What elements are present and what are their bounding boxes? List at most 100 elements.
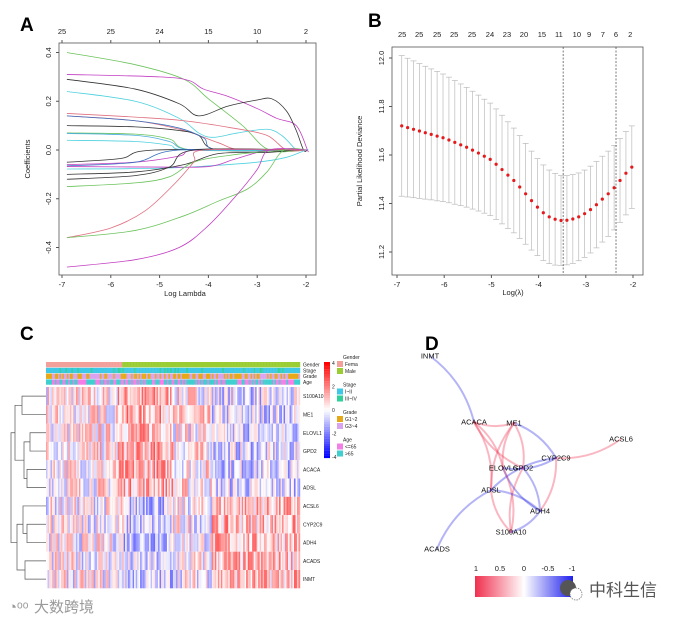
annotation-cell [135, 373, 138, 379]
heatmap-cell [249, 515, 251, 534]
heatmap-cell [261, 478, 263, 497]
heatmap-cell [84, 405, 87, 424]
heatmap-cell [83, 533, 86, 552]
heatmap-cell [187, 460, 190, 479]
heatmap-cell [219, 533, 222, 552]
annotation-cell [170, 379, 172, 385]
gene-node[interactable]: ELOVL6 [489, 464, 517, 473]
annotation-cell [105, 379, 108, 385]
heatmap-cell [262, 496, 265, 516]
heatmap-cell [217, 460, 220, 479]
annotation-cell [86, 373, 89, 379]
gene-node[interactable]: ACACA [461, 418, 487, 427]
annotation-cell [277, 362, 280, 368]
heatmap-cell [96, 478, 99, 497]
heatmap-cell [246, 387, 248, 406]
annotation-cell [101, 362, 103, 368]
heatmap-cell [232, 387, 235, 406]
heatmap-cell [280, 460, 283, 479]
heatmap-cell [53, 478, 56, 497]
heatmap-cell [225, 533, 227, 552]
heatmap-cell [153, 405, 156, 424]
heatmap-cell [288, 496, 290, 516]
annotation-cell [213, 367, 216, 374]
annotation-cell [178, 373, 181, 379]
gene-node[interactable]: S100A10 [496, 528, 527, 537]
heatmap-cell [252, 387, 254, 406]
heatmap-cell [140, 441, 142, 461]
heatmap-cell [210, 515, 213, 534]
heatmap-cell [178, 551, 181, 570]
annotation-cell [171, 367, 174, 374]
heatmap-cell [102, 570, 105, 589]
gene-node[interactable]: ADH4 [530, 507, 550, 516]
top-axis-label: 15 [204, 27, 212, 36]
heatmap-cell [117, 423, 120, 442]
heatmap-cell [105, 460, 108, 479]
heatmap-cell [108, 551, 111, 570]
heatmap-cell [286, 387, 289, 406]
gene-node[interactable]: ACSL6 [609, 435, 633, 444]
annotation-cell [183, 373, 186, 379]
heatmap-cell [159, 478, 162, 497]
gene-node[interactable]: CYP2C9 [541, 454, 570, 463]
heatmap-cell [259, 405, 262, 424]
heatmap-cell [147, 460, 150, 479]
heatmap-cell [99, 570, 102, 589]
heatmap-cell [158, 478, 160, 497]
heatmap-cell [235, 533, 238, 552]
heatmap-cell [90, 460, 93, 479]
heatmap-cell [87, 515, 90, 534]
heatmap-cell [153, 551, 156, 570]
annotation-cell [153, 373, 156, 379]
annotation-cell [167, 367, 169, 374]
heatmap-cell [255, 533, 257, 552]
annotation-cell [262, 362, 265, 368]
gene-node[interactable]: GPD2 [513, 464, 533, 473]
heatmap-cell [56, 387, 59, 406]
heatmap-cell [167, 460, 169, 479]
heatmap-cell [122, 460, 124, 479]
gene-node[interactable]: ACADS [424, 545, 450, 554]
heatmap-cell [289, 533, 292, 552]
annotation-track-label: Age [303, 380, 312, 386]
heatmap-cell [283, 423, 286, 442]
heatmap-cell [123, 515, 126, 534]
heatmap-cell [135, 441, 138, 461]
heatmap-cell [193, 478, 196, 497]
heatmap-cell [137, 405, 139, 424]
gene-node[interactable]: ADSL [481, 486, 501, 495]
heatmap-cell [204, 570, 207, 589]
color-key-segment [324, 383, 330, 387]
heatmap-cell [126, 570, 129, 589]
gene-node[interactable]: INMT [421, 352, 440, 361]
heatmap-cell [164, 570, 166, 589]
annotation-cell [114, 379, 117, 385]
heatmap-cell [87, 551, 90, 570]
heatmap-cell [47, 496, 50, 516]
heatmap-cell [65, 551, 68, 570]
heatmap-cell [140, 405, 142, 424]
legend-title: Age [343, 438, 352, 444]
annotation-cell [181, 367, 184, 374]
heatmap-cell [187, 551, 190, 570]
color-key-segment [324, 429, 330, 432]
heatmap-cell [190, 570, 193, 589]
heatmap-cell [140, 387, 142, 406]
heatmap-cell [229, 441, 232, 461]
annotation-cell [274, 379, 277, 385]
annotation-cell [210, 362, 213, 368]
annotation-cell [126, 362, 129, 368]
annotation-cell [111, 362, 114, 368]
heatmap-cell [291, 515, 293, 534]
heatmap-cell [297, 515, 299, 534]
heatmap-cell [289, 515, 292, 534]
gene-node[interactable]: ME1 [506, 419, 521, 428]
coefficient-path [66, 139, 308, 151]
heatmap-cell [246, 441, 248, 461]
heatmap-cell [265, 387, 268, 406]
heatmap-cell [235, 405, 238, 424]
heatmap-cell [199, 551, 202, 570]
heatmap-cell [201, 478, 204, 497]
heatmap-cell [162, 478, 165, 497]
